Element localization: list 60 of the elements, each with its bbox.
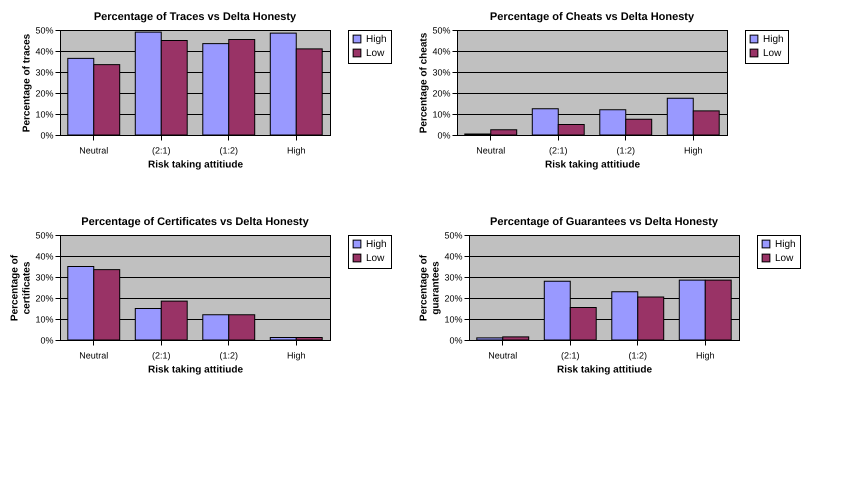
y-tick-label: 40% (444, 252, 462, 262)
x-tick-label: (1:2) (628, 350, 648, 360)
y-axis-title: Percentage of traces (21, 33, 32, 132)
chart-title: Percentage of Traces vs Delta Honesty (94, 11, 298, 23)
x-tick-label: (2:1) (152, 350, 171, 360)
chart-title: Percentage of Certificates vs Delta Honesty (81, 216, 310, 228)
y-axis-title: Percentage of cheats (418, 32, 430, 134)
x-tick-label: High (286, 350, 306, 360)
legend-label: Low (366, 253, 386, 264)
y-tick-label: 0% (40, 130, 54, 140)
y-tick-label: 50% (35, 230, 54, 240)
x-tick-label: (1:2) (219, 350, 238, 360)
y-tick-label: 40% (35, 252, 54, 262)
x-axis-title: Risk taking attitiude (148, 160, 244, 170)
x-axis-title: Risk taking attitiude (148, 364, 244, 376)
legend-label: Low (366, 48, 386, 59)
x-tick-label: High (684, 146, 703, 156)
y-tick-label: 20% (35, 88, 54, 98)
y-tick-label: 50% (432, 26, 450, 36)
legend-label: Low (775, 253, 794, 264)
x-tick-label: High (696, 350, 715, 360)
y-tick-label: 0% (449, 336, 462, 346)
y-axis-title: Percentage of certificates (9, 254, 32, 322)
y-tick-label: 20% (444, 294, 462, 304)
legend-label: High (366, 34, 387, 45)
y-tick-label: 50% (444, 230, 462, 240)
y-tick-label: 40% (35, 46, 54, 56)
y-tick-label: 30% (444, 272, 462, 282)
x-tick-label: Neutral (476, 146, 506, 156)
chart-title: Percentage of Cheats vs Delta Honesty (490, 11, 695, 23)
y-tick-label: 10% (35, 110, 54, 120)
x-tick-label: (1:2) (219, 146, 238, 156)
x-tick-label: (2:1) (152, 146, 171, 156)
y-tick-label: 20% (35, 294, 54, 304)
x-tick-label: Neutral (79, 350, 108, 360)
x-tick-label: High (286, 146, 306, 156)
x-axis-title: Risk taking attitiude (556, 364, 652, 376)
y-tick-label: 40% (432, 46, 450, 56)
legend-label: High (366, 239, 387, 250)
x-tick-label: Neutral (488, 350, 518, 360)
y-axis-title: Percentage of guarantees (418, 254, 442, 322)
legend-label: High (763, 34, 784, 45)
y-tick-label: 10% (444, 314, 462, 324)
y-tick-label: 30% (35, 68, 54, 78)
y-tick-label: 20% (432, 88, 450, 98)
y-tick-label: 0% (437, 130, 450, 140)
legend-label: Low (763, 48, 782, 59)
legend-label: High (775, 239, 796, 250)
x-tick-label: (2:1) (548, 146, 568, 156)
chart-title: Percentage of Guarantees vs Delta Honesty (490, 216, 719, 228)
y-tick-label: 0% (40, 336, 54, 346)
y-tick-label: 30% (432, 68, 450, 78)
x-tick-label: (1:2) (616, 146, 636, 156)
x-tick-label: Neutral (79, 146, 108, 156)
y-tick-label: 50% (35, 26, 54, 36)
y-tick-label: 30% (35, 272, 54, 282)
y-tick-label: 10% (35, 314, 54, 324)
y-tick-label: 10% (432, 110, 450, 120)
x-axis-title: Risk taking attitiude (544, 160, 640, 170)
x-tick-label: (2:1) (560, 350, 580, 360)
